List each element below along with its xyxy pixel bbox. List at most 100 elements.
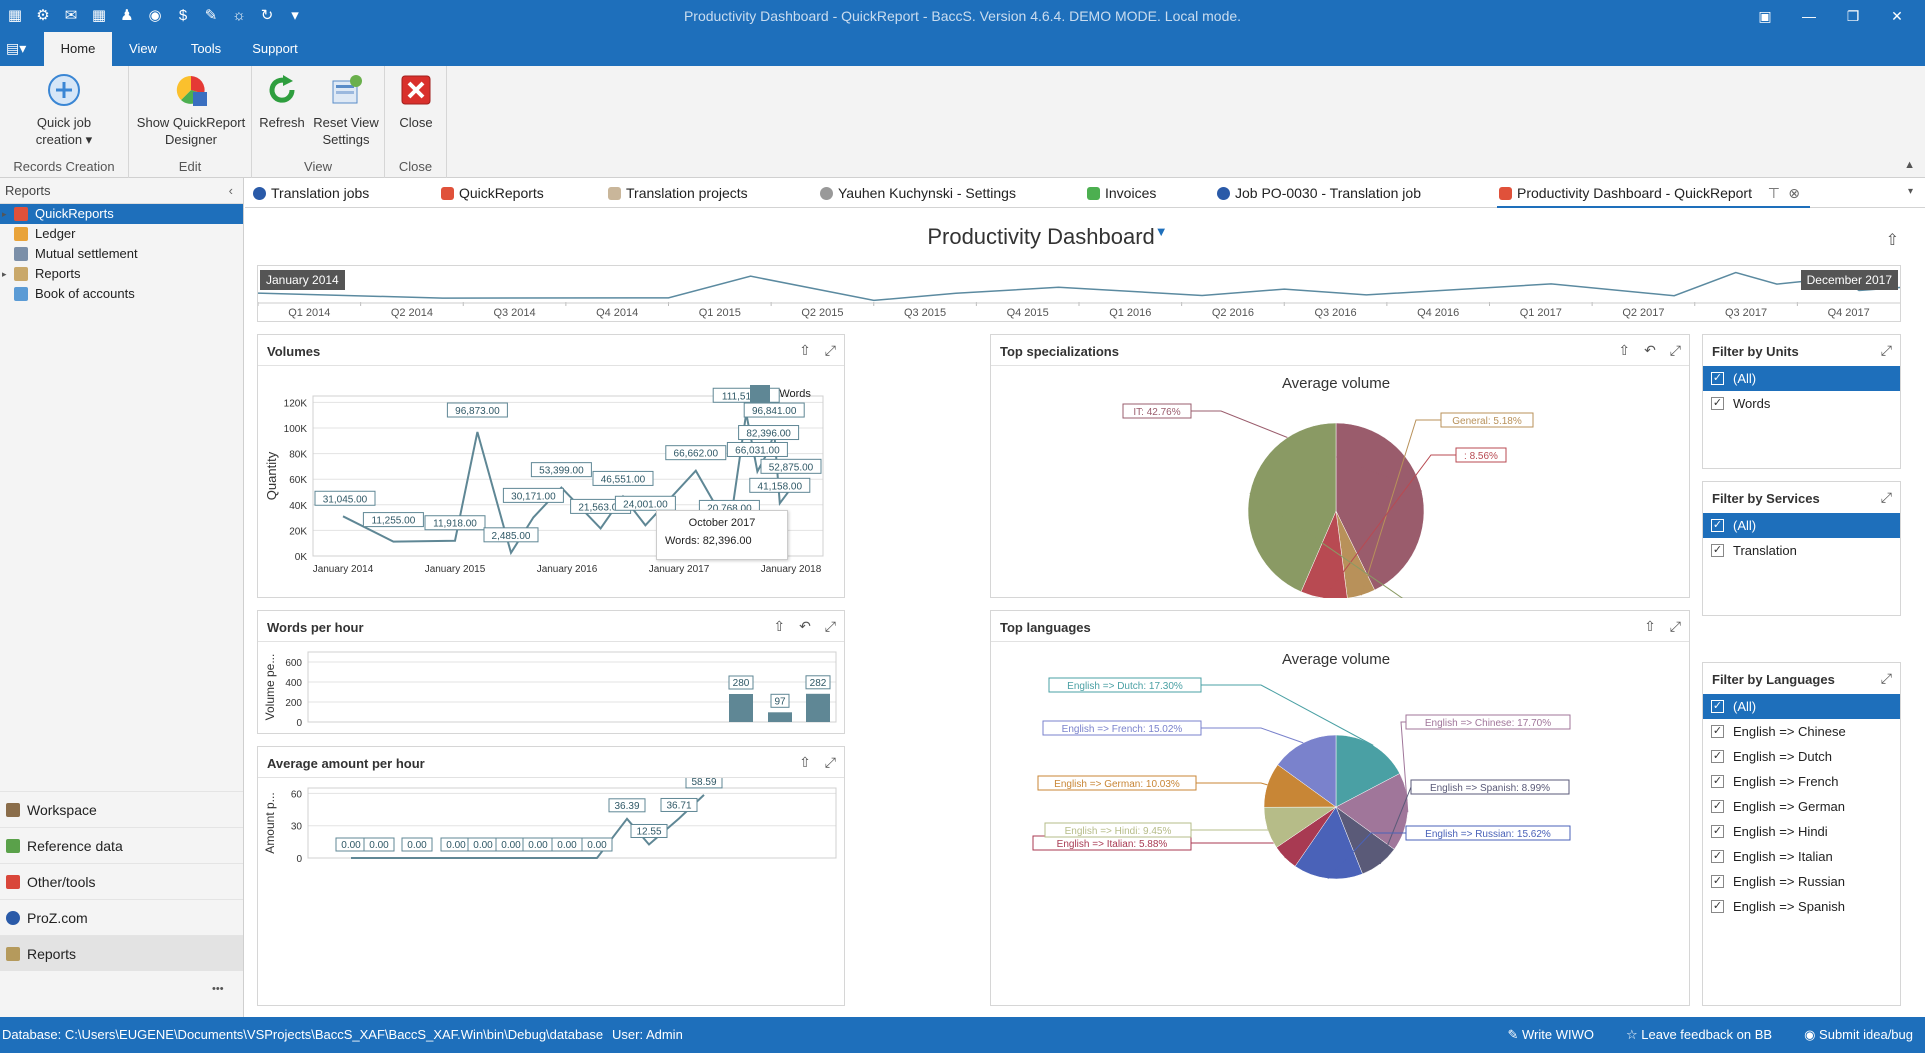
close-button[interactable]: Close [389,72,443,131]
range-start-label[interactable]: January 2014 [260,270,345,290]
notes-icon[interactable]: ✎ [204,7,218,24]
globe-icon[interactable]: ◉ [148,7,162,24]
export-icon[interactable]: ⇧ [1644,618,1656,634]
app-menu-icon[interactable]: ▤▾ [6,40,27,56]
doctab-productivity-dashboard[interactable]: Productivity Dashboard - QuickReport ⊤ ⊗ [1497,178,1810,208]
checkbox[interactable]: ✓ [1711,750,1724,763]
doctab-translation-projects[interactable]: Translation projects [606,178,748,208]
maximize-button[interactable]: ❐ [1846,8,1860,24]
nav-other-tools[interactable]: Other/tools [0,863,243,899]
checkbox[interactable]: ✓ [1711,800,1724,813]
refresh-button[interactable]: Refresh [256,72,308,131]
nav-proz[interactable]: ProZ.com [0,899,243,935]
gear-alt-icon[interactable]: ☼ [232,7,246,24]
collapse-panel-icon[interactable]: ‹ [228,183,233,198]
export-icon[interactable]: ⇧ [799,754,811,770]
tree-item-mutual-settlement[interactable]: Mutual settlement [0,244,243,264]
tree-item-quickreports[interactable]: ▸ QuickReports [0,204,243,224]
range-filter[interactable]: Q1 2014 Q2 2014 Q3 2014 Q4 2014 Q1 2015 Q2 20… [257,265,1901,322]
refresh-icon[interactable]: ↻ [260,7,274,24]
doctab-invoices[interactable]: Invoices [1085,178,1156,208]
user-icon[interactable]: ♟ [120,7,134,24]
nav-reference-data[interactable]: Reference data [0,827,243,863]
settings-icon[interactable]: ⚙ [36,7,50,24]
filter-item[interactable]: ✓ (All) [1703,513,1900,538]
nav-reports[interactable]: Reports [0,935,243,971]
filter-item[interactable]: ✓ English => Chinese [1703,719,1900,744]
expand-icon[interactable]: ▸ [2,209,7,219]
undo-icon[interactable]: ↶ [1644,342,1656,358]
filter-item[interactable]: ✓ Translation [1703,538,1900,563]
filter-item[interactable]: ✓ English => Russian [1703,869,1900,894]
invoice-icon[interactable]: $ [178,7,188,24]
checkbox[interactable]: ✓ [1711,825,1724,838]
mail-icon[interactable]: ✉ [64,7,78,24]
checkbox[interactable]: ✓ [1711,397,1724,410]
maximize-icon[interactable]: ⤢ [824,342,836,358]
show-designer-button[interactable]: Show QuickReport Designer [135,72,247,148]
maximize-icon[interactable]: ⤢ [824,754,836,770]
filter-item[interactable]: ✓ (All) [1703,694,1900,719]
tab-home[interactable]: Home [44,32,112,66]
filter-icon[interactable]: ▼ [1154,224,1168,239]
export-icon[interactable]: ⇧ [1618,342,1631,358]
doctab-quickreports[interactable]: QuickReports [439,178,544,208]
pin-icon[interactable]: ⊤ [1767,185,1780,201]
calendar-icon[interactable]: ▦ [91,7,107,24]
tree-item-reports[interactable]: ▸ Reports [0,264,243,284]
export-icon[interactable]: ⇧ [773,618,786,634]
more-options-icon[interactable]: ••• [212,983,224,995]
collapse-ribbon-icon[interactable]: ▲ [1904,159,1915,171]
tab-support[interactable]: Support [252,41,298,56]
filter-item[interactable]: ✓ English => Spanish [1703,894,1900,919]
filter-item[interactable]: ✓ English => Hindi [1703,819,1900,844]
maximize-icon[interactable]: ⤢ [1669,618,1681,634]
customize-qat-icon[interactable]: ▾ [291,7,299,24]
maximize-icon[interactable]: ⤢ [1880,342,1892,358]
filter-item[interactable]: ✓ Words [1703,391,1900,416]
filter-item[interactable]: ✓ (All) [1703,366,1900,391]
doctab-translation-jobs[interactable]: Translation jobs [251,178,369,208]
maximize-icon[interactable]: ⤢ [1669,342,1681,358]
checkbox[interactable]: ✓ [1711,725,1724,738]
tree-item-ledger[interactable]: Ledger [0,224,243,244]
tree-item-book-of-accounts[interactable]: Book of accounts [0,284,243,304]
export-dashboard-icon[interactable]: ⇧ [1885,232,1899,249]
checkbox[interactable]: ✓ [1711,519,1724,532]
checkbox[interactable]: ✓ [1711,875,1724,888]
filter-item[interactable]: ✓ English => German [1703,794,1900,819]
checkbox[interactable]: ✓ [1711,544,1724,557]
doctab-settings[interactable]: Yauhen Kuchynski - Settings [818,178,1016,208]
close-window-button[interactable]: ✕ [1891,8,1903,24]
filter-item[interactable]: ✓ English => Italian [1703,844,1900,869]
reset-view-settings-button[interactable]: Reset View Settings [310,72,382,148]
maximize-icon[interactable]: ⤢ [1880,489,1892,505]
checkbox[interactable]: ✓ [1711,900,1724,913]
checkbox[interactable]: ✓ [1711,775,1724,788]
checkbox[interactable]: ✓ [1711,850,1724,863]
range-end-label[interactable]: December 2017 [1800,270,1898,290]
export-icon[interactable]: ⇧ [799,342,811,358]
close-tab-icon[interactable]: ⊗ [1788,185,1800,201]
tab-tools[interactable]: Tools [190,41,222,56]
tab-list-dropdown-icon[interactable]: ▾ [1907,186,1913,197]
submit-idea-link[interactable]: ◉ Submit idea/bug [1804,1027,1913,1042]
maximize-icon[interactable]: ⤢ [1880,670,1892,686]
maximize-icon[interactable]: ⤢ [824,618,836,634]
leave-feedback-link[interactable]: ☆ Leave feedback on BB [1625,1027,1773,1042]
filter-item[interactable]: ✓ English => French [1703,769,1900,794]
write-wiwo-link[interactable]: ✎ Write WIWO [1507,1027,1594,1042]
quick-job-creation-button[interactable]: Quick job creation ▾ [6,72,122,148]
expand-icon[interactable]: ▸ [2,269,7,279]
checkbox[interactable]: ✓ [1711,372,1724,385]
nav-workspace[interactable]: Workspace [0,791,243,827]
minimize-button[interactable]: — [1802,8,1816,24]
restore-layout-icon[interactable]: ▣ [1758,8,1772,24]
checkbox[interactable]: ✓ [1711,700,1724,713]
app-logo-icon[interactable]: ▦ [7,7,23,24]
filter-item[interactable]: ✓ English => Dutch [1703,744,1900,769]
undo-icon[interactable]: ↶ [799,618,811,634]
doctab-job-po-0030[interactable]: Job PO-0030 - Translation job [1215,178,1421,208]
data-label-box [363,837,395,852]
tab-view[interactable]: View [129,41,157,56]
